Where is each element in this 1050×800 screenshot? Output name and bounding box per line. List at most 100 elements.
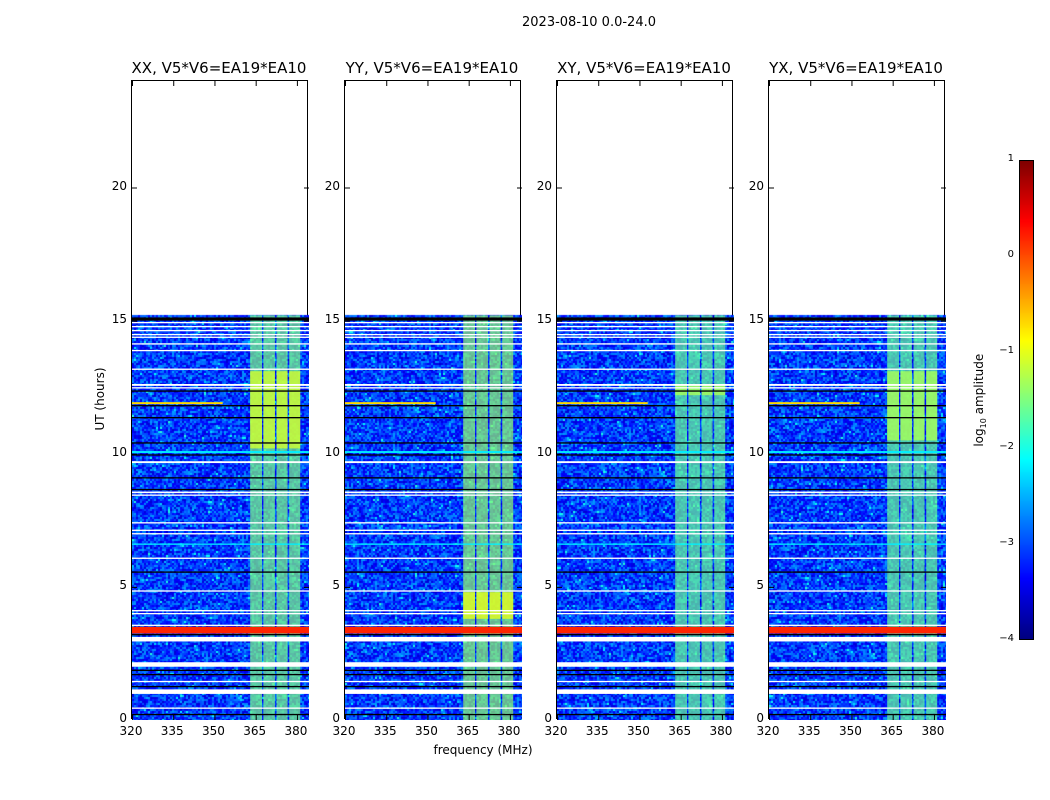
x-tick-mark (296, 715, 298, 720)
flagged-row (345, 368, 522, 370)
y-tick-mark (557, 320, 562, 322)
zero-row (769, 685, 946, 688)
subband-band (913, 315, 925, 720)
flagged-row (345, 590, 522, 592)
flagged-row (345, 383, 522, 386)
zero-row (769, 405, 946, 407)
heatmap-overlay (345, 81, 522, 720)
flagged-row (132, 325, 309, 328)
flagged-row (345, 636, 522, 642)
flagged-row (132, 522, 309, 524)
zero-row (345, 673, 522, 676)
subband-bright-segment (250, 371, 263, 449)
flagged-row (557, 329, 734, 332)
y-tick-label: 10 (536, 444, 552, 459)
flagged-row (557, 636, 734, 642)
x-tick-mark (810, 715, 812, 720)
strong-row (132, 626, 309, 634)
zero-row (557, 442, 734, 444)
zero-row (132, 488, 309, 491)
y-tick-mark (769, 586, 774, 588)
subband-band (263, 315, 275, 720)
x-tick-mark (214, 715, 216, 720)
flagged-row (345, 387, 522, 389)
flagged-row (132, 680, 309, 683)
flagged-row (769, 689, 946, 694)
x-tick-label: 365 (243, 724, 267, 738)
y-tick-mark (345, 187, 350, 189)
heatmap-panel (131, 80, 309, 720)
subband-bright-segment (289, 371, 301, 449)
y-tick-mark (557, 586, 562, 588)
x-tick-mark (639, 715, 641, 720)
zero-row (769, 390, 946, 392)
subband-bright-segment (688, 384, 700, 396)
rfi-line (769, 402, 860, 405)
zero-row (132, 405, 309, 407)
subband-band (887, 315, 900, 720)
flagged-row (345, 689, 522, 694)
x-tick-mark (386, 81, 388, 86)
zero-row (769, 673, 946, 676)
x-axis-label: frequency (MHz) (433, 743, 533, 757)
flagged-row (132, 689, 309, 694)
zero-row (132, 454, 309, 456)
flagged-row (345, 612, 522, 615)
subband-bright-segment (701, 384, 713, 396)
zero-row (557, 390, 734, 392)
x-tick-mark (557, 81, 558, 86)
zero-row (345, 669, 522, 672)
subband-bright-segment (263, 371, 275, 449)
flagged-row (345, 707, 522, 709)
zero-row (557, 405, 734, 407)
x-tick-mark (345, 715, 346, 720)
y-tick-mark (132, 320, 137, 322)
y-tick-mark (941, 320, 946, 322)
strong-row (345, 543, 522, 545)
flagged-row (769, 707, 946, 709)
y-tick-mark (345, 453, 350, 455)
x-tick-mark (680, 715, 682, 720)
y-tick-mark (769, 187, 774, 189)
flagged-row (345, 522, 522, 524)
zero-row (132, 317, 309, 321)
flagged-row (557, 387, 734, 389)
colorbar-label-log: log (971, 428, 986, 447)
flagged-row (345, 336, 522, 338)
flagged-row (345, 329, 522, 332)
y-tick-label: 15 (111, 311, 127, 326)
flagged-row (345, 624, 522, 627)
strong-row (132, 543, 309, 545)
y-tick-mark (304, 320, 309, 322)
zero-row (345, 634, 522, 636)
flagged-row (557, 689, 734, 694)
flagged-row (557, 494, 734, 496)
subband-band (289, 315, 301, 720)
flagged-row (557, 491, 734, 494)
y-tick-mark (557, 187, 562, 189)
flagged-row (345, 325, 522, 328)
flagged-row (345, 494, 522, 496)
flagged-row (557, 612, 734, 615)
zero-row (557, 634, 734, 636)
x-tick-mark (132, 81, 133, 86)
flagged-row (557, 383, 734, 386)
x-tick-mark (680, 81, 682, 86)
y-tick-mark (769, 453, 774, 455)
heatmap-overlay (769, 81, 946, 720)
zero-row (557, 673, 734, 676)
zero-row (132, 477, 309, 479)
zero-row (132, 669, 309, 672)
flagged-row (769, 368, 946, 370)
flagged-row (132, 636, 309, 642)
x-tick-mark (598, 81, 600, 86)
x-tick-label: 380 (921, 724, 945, 738)
strong-row (345, 451, 522, 453)
y-tick-mark (132, 453, 137, 455)
x-tick-mark (427, 81, 429, 86)
subband-bright-segment (476, 592, 488, 619)
zero-row (557, 685, 734, 688)
x-tick-label: 365 (668, 724, 692, 738)
x-tick-label: 365 (456, 724, 480, 738)
y-tick-mark (517, 453, 522, 455)
